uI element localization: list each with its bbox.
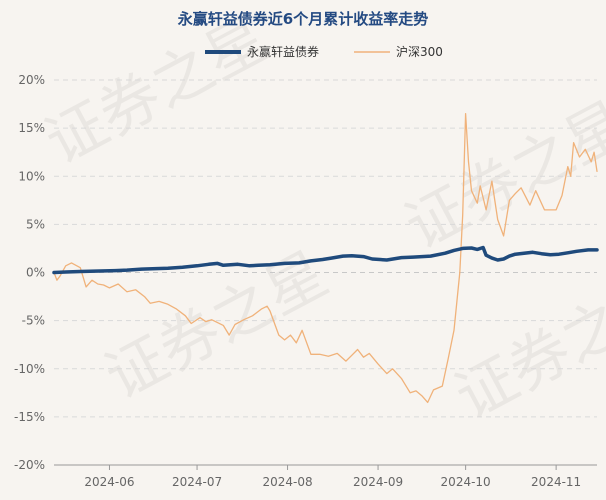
- y-tick-label: -5%: [22, 314, 45, 328]
- x-tick-label: 2024-09: [353, 475, 403, 489]
- y-tick-label: 10%: [18, 169, 45, 183]
- y-axis: 20% 15% 10% 5% 0% -5% -10% -15% -20%: [14, 73, 45, 472]
- watermark-text: 证券之星: [444, 259, 606, 433]
- x-tick-label: 2024-11: [531, 475, 581, 489]
- y-tick-label: 5%: [26, 217, 45, 231]
- x-tick-label: 2024-08: [262, 475, 312, 489]
- y-tick-label: -20%: [14, 458, 45, 472]
- x-tick-label: 2024-06: [84, 475, 134, 489]
- y-tick-label: 15%: [18, 121, 45, 135]
- y-tick-label: -10%: [14, 362, 45, 376]
- x-tick-label: 2024-10: [441, 475, 491, 489]
- y-tick-label: 0%: [26, 266, 45, 280]
- legend-label: 永赢轩益债券: [247, 44, 319, 59]
- series-line-csi300: [53, 113, 598, 404]
- legend-label: 沪深300: [396, 45, 443, 59]
- x-tick-label: 2024-07: [172, 475, 222, 489]
- series-group: [52, 113, 599, 404]
- y-tick-label: 20%: [18, 73, 45, 87]
- x-axis: 2024-06 2024-07 2024-08 2024-09 2024-10 2024-…: [54, 464, 597, 489]
- series-line-fund: [52, 245, 599, 275]
- legend[interactable]: 永赢轩益债券 沪深300: [205, 44, 443, 59]
- watermark-text: 证券之星: [34, 4, 279, 178]
- y-tick-label: -15%: [14, 410, 45, 424]
- chart-title: 永赢轩益债券近6个月累计收益率走势: [177, 10, 428, 28]
